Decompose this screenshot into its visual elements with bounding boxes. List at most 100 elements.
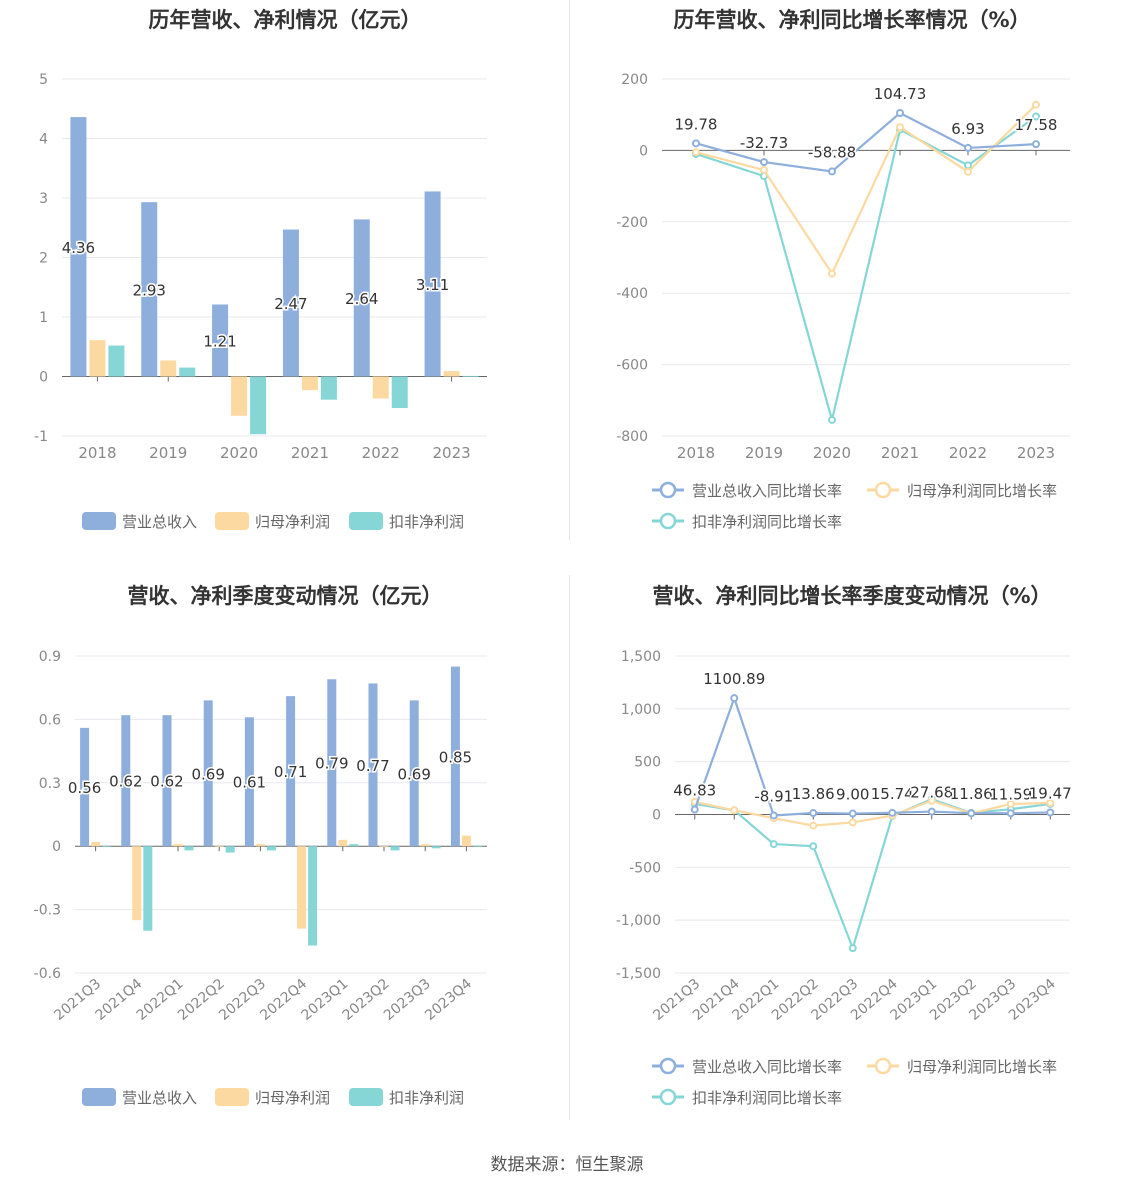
bar (379, 846, 389, 847)
data-point (1032, 112, 1040, 121)
data-label: 104.73 (874, 85, 927, 103)
bar (372, 376, 389, 399)
legend-swatch (82, 512, 116, 530)
x-tick-label: 2022 (949, 444, 987, 462)
y-tick-label: -0.3 (34, 903, 61, 919)
data-point (828, 167, 836, 176)
data-label: 27.68 (910, 784, 953, 802)
y-tick-label: -600 (616, 358, 648, 374)
legend-label: 营业总收入同比增长率 (692, 1058, 842, 1076)
bar (203, 700, 213, 847)
bar (173, 844, 183, 847)
legend-label: 营业总收入 (122, 513, 197, 531)
x-tick-label: 2020 (220, 444, 258, 462)
data-label: 4.36 (62, 239, 95, 257)
data-label: 17.58 (1015, 116, 1058, 134)
bar (472, 846, 482, 847)
quarterly-growth-rate-panel: 营收、净利同比增长率季度变动情况（%） -1,500 -1,000 -500 0 500… (570, 575, 1134, 1120)
legend-label: 扣非净利润 (389, 1089, 464, 1107)
data-point (690, 805, 699, 814)
bar (184, 846, 194, 851)
annual-growth-rate-panel: 历年营收、净利同比增长率情况（%） -800 -600 -400 -200 0 200 20… (570, 0, 1134, 545)
bar (80, 727, 90, 847)
data-point (809, 821, 818, 830)
bar (282, 229, 299, 377)
legend-label: 归母净利润 (255, 1089, 330, 1107)
legend-label: 营业总收入同比增长率 (692, 482, 842, 500)
data-point (896, 123, 904, 132)
chart-title: 营收、净利同比增长率季度变动情况（%） (652, 584, 1052, 608)
data-point (896, 109, 904, 118)
bar (391, 376, 408, 409)
series-line (695, 111, 1037, 173)
x-tick-label: 2023 (1017, 444, 1055, 462)
annual-growth-rate-chart: -800 -600 -400 -200 0 200 2018 2019 2020 2021 2022… (616, 72, 1070, 531)
y-tick-label: 0 (39, 370, 48, 386)
data-label: 6.93 (951, 120, 984, 138)
data-point (888, 808, 897, 817)
legend-marker (659, 512, 677, 530)
bar (308, 846, 318, 946)
data-label: 13.86 (792, 785, 835, 803)
data-point (1006, 809, 1015, 818)
bar (250, 376, 267, 435)
bar (297, 846, 307, 929)
y-tick-label: -1,500 (616, 966, 661, 982)
data-label: 46.83 (673, 782, 716, 800)
data-label: -8.91 (754, 787, 793, 805)
panel-divider-bottom (569, 575, 570, 1120)
legend-marker (874, 1057, 892, 1075)
data-point (769, 811, 778, 820)
legend-marker (659, 1057, 677, 1075)
data-point (1006, 799, 1015, 808)
bar (255, 844, 265, 847)
data-label: -32.73 (740, 134, 788, 152)
data-point (769, 840, 778, 849)
data-label: 0.69 (397, 765, 430, 783)
data-point (828, 269, 836, 278)
data-point (809, 809, 818, 818)
x-tick-label: 2019 (149, 444, 187, 462)
data-point (1032, 140, 1040, 149)
legend-label: 扣非净利润同比增长率 (692, 513, 842, 531)
data-label: 0.61 (233, 774, 266, 792)
data-label: 11.86 (950, 785, 993, 803)
quarterly-revenue-profit-panel: 营收、净利季度变动情况（亿元） -0.6 -0.3 0 0.3 0.6 0.9 2021Q3… (0, 575, 570, 1120)
data-label: 0.79 (315, 755, 348, 773)
legend-marker (874, 481, 892, 499)
x-tick-label: 2021 (881, 444, 919, 462)
y-tick-label: 0.6 (39, 712, 61, 728)
y-tick-label: -0.6 (34, 966, 61, 982)
data-point (1032, 100, 1040, 109)
bar (141, 202, 158, 377)
series-line (694, 797, 1051, 952)
bar (266, 846, 276, 851)
y-tick-label: -1,000 (616, 913, 661, 929)
legend-marker (659, 481, 677, 499)
data-point (967, 809, 976, 818)
data-point (848, 944, 857, 953)
data-point (730, 806, 739, 815)
chart-title: 营收、净利季度变动情况（亿元） (127, 584, 443, 608)
legend-swatch (82, 1088, 116, 1106)
x-tick-label: 2021 (291, 444, 329, 462)
quarterly-growth-rate-chart: -1,500-1,000-50005001,0001,5002021Q32021… (616, 649, 1073, 1107)
series-line (695, 103, 1037, 276)
bar (390, 846, 400, 851)
bar (132, 846, 142, 921)
series-line (694, 799, 1051, 827)
data-label: 0.85 (439, 748, 472, 766)
data-point (730, 694, 739, 703)
data-point (828, 415, 836, 424)
x-tick-label: 2019 (745, 444, 783, 462)
panel-divider-top (569, 0, 570, 540)
bar (461, 835, 471, 847)
bar (162, 715, 172, 847)
annual-revenue-profit-chart: -1 0 1 2 3 4 5 2018 2019 2020 2021 2022 2023 4.36 2.93… (34, 72, 487, 531)
chart-title: 历年营收、净利情况（亿元） (148, 8, 422, 32)
data-label: 0.56 (68, 779, 101, 797)
data-point (964, 167, 972, 176)
bar (160, 360, 177, 377)
data-label: -58.88 (808, 143, 856, 161)
series-line (693, 694, 1051, 817)
